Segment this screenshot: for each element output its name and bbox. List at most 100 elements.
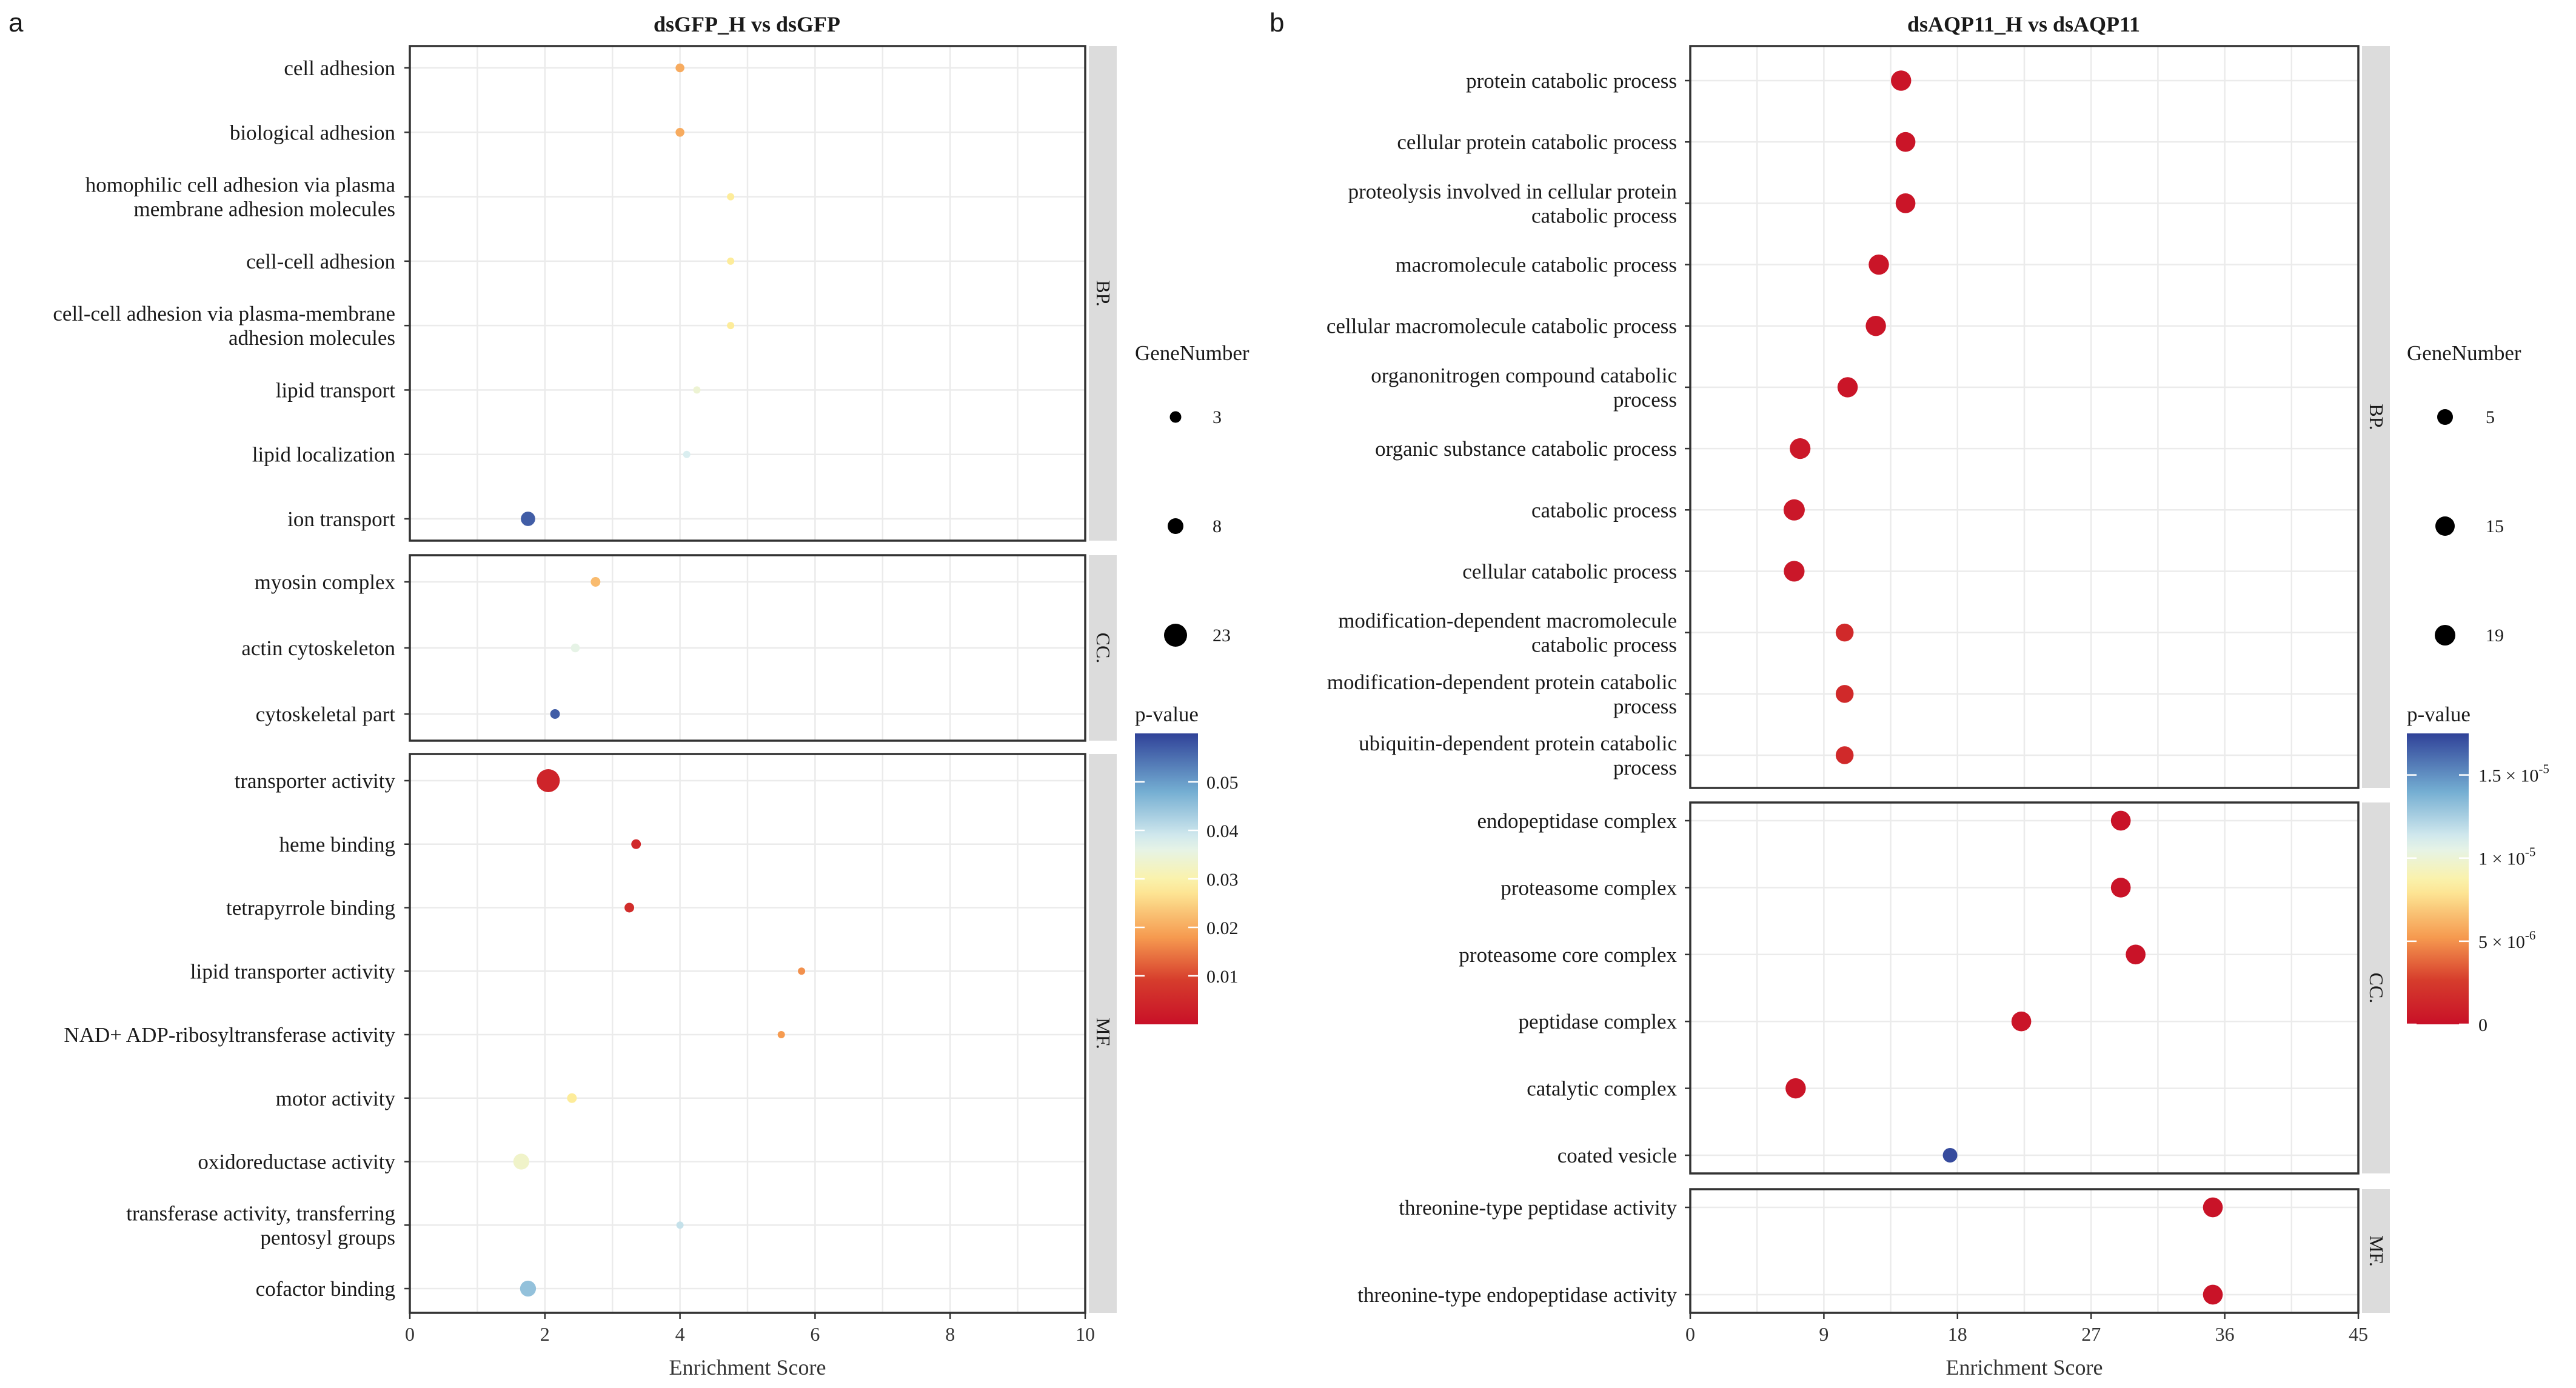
term-label: cellular protein catabolic process	[1397, 130, 1677, 154]
data-point	[1790, 438, 1811, 459]
facet-strip	[1089, 754, 1117, 1313]
term-label: modification-dependent protein catabolic	[1327, 670, 1677, 694]
data-point	[1865, 316, 1886, 336]
term-label: lipid localization	[252, 443, 395, 467]
color-legend-label: 0.04	[1206, 821, 1239, 841]
facet-strip-label: BP.	[1092, 280, 1114, 307]
data-point	[537, 769, 560, 792]
x-tick-label: 45	[2349, 1323, 2368, 1345]
data-point	[2110, 810, 2131, 831]
term-label: cellular catabolic process	[1462, 559, 1677, 583]
x-tick-label: 0	[405, 1323, 415, 1345]
term-label: process	[1613, 388, 1677, 412]
term-label: oxidoreductase activity	[198, 1150, 395, 1174]
data-point	[631, 839, 641, 849]
facet-strip-label: CC.	[2366, 973, 2387, 1004]
data-point	[1835, 746, 1854, 764]
color-legend-label: 5 × 10-6	[2478, 928, 2535, 952]
data-point	[2126, 944, 2146, 965]
term-label: catalytic complex	[1527, 1077, 1677, 1101]
data-point	[683, 450, 691, 458]
term-label: ubiquitin-dependent protein catabolic	[1359, 732, 1677, 755]
size-legend-label: 23	[1213, 626, 1231, 646]
term-label: myosin complex	[255, 570, 396, 594]
term-label: proteasome complex	[1500, 876, 1677, 899]
data-point	[1868, 254, 1889, 275]
data-point	[513, 1153, 529, 1170]
x-tick-label: 0	[1685, 1323, 1695, 1345]
data-point	[727, 193, 735, 201]
data-point	[1785, 1078, 1806, 1099]
term-label: lipid transporter activity	[190, 959, 396, 983]
term-label: threonine-type peptidase activity	[1399, 1196, 1677, 1220]
chart-title: dsGFP_H vs dsGFP	[654, 12, 840, 36]
term-label: threonine-type endopeptidase activity	[1357, 1283, 1677, 1307]
color-legend-label: 1 × 10-5	[2478, 845, 2535, 869]
term-label: cofactor binding	[256, 1277, 395, 1301]
facet-mf: threonine-type peptidase activity threoni…	[1357, 1188, 2390, 1314]
term-label: tetrapyrrole binding	[226, 896, 395, 920]
data-point	[550, 709, 560, 719]
data-point	[675, 127, 684, 137]
term-label: motor activity	[276, 1087, 396, 1110]
facet-strip-label: CC.	[1092, 633, 1114, 664]
term-label: heme binding	[279, 833, 396, 856]
size-legend-dot	[2437, 409, 2453, 425]
term-label: NAD+ ADP-ribosyltransferase activity	[64, 1023, 395, 1047]
facet-cc: endopeptidase complex proteasome complex p…	[1459, 801, 2390, 1175]
data-point	[1835, 623, 1854, 642]
term-label: macromolecule catabolic process	[1395, 253, 1677, 277]
facet-frame	[1689, 801, 2360, 1175]
data-point	[798, 967, 806, 975]
term-label: membrane adhesion molecules	[133, 198, 395, 221]
facet-cc: myosin complex actin cytoskeleton cytoskel…	[241, 554, 1117, 742]
term-label: catabolic process	[1531, 204, 1677, 227]
color-legend-title: p-value	[2407, 702, 2471, 726]
term-label: coated vesicle	[1557, 1144, 1677, 1167]
x-axis-title: Enrichment Score	[1946, 1355, 2103, 1380]
x-tick-label: 9	[1819, 1323, 1828, 1345]
facet-strip	[2362, 1189, 2390, 1313]
data-point	[2011, 1011, 2032, 1032]
facet-frame	[1689, 45, 2360, 789]
term-label: transferase activity, transferring	[126, 1201, 395, 1225]
size-legend-dot	[1168, 518, 1183, 534]
data-point	[1895, 193, 1916, 213]
x-tick-label: 8	[945, 1323, 955, 1345]
x-tick-label: 27	[2081, 1323, 2101, 1345]
data-point	[2203, 1284, 2223, 1305]
x-tick-label: 36	[2215, 1323, 2235, 1345]
size-legend-label: 19	[2486, 626, 2504, 646]
data-point	[727, 257, 735, 265]
color-legend-label-exponent: -5	[2538, 762, 2549, 776]
term-label: ion transport	[287, 507, 395, 531]
term-label: protein catabolic process	[1466, 69, 1677, 93]
size-legend-title: GeneNumber	[2407, 341, 2521, 365]
data-point	[1783, 499, 1805, 521]
facet-strip-label: MF.	[1092, 1018, 1114, 1049]
data-point	[590, 577, 601, 587]
data-point	[777, 1031, 785, 1038]
color-legend-label: 1.5 × 10-5	[2478, 762, 2549, 786]
data-point	[675, 63, 684, 73]
x-tick-label: 4	[675, 1323, 685, 1345]
term-label: pentosyl groups	[260, 1226, 395, 1249]
size-legend-label: 3	[1213, 407, 1222, 427]
color-legend-bar	[2407, 733, 2469, 1024]
x-tick-label: 10	[1076, 1323, 1095, 1345]
facet-strip-label: BP.	[2366, 404, 2387, 430]
term-label: cellular macromolecule catabolic process	[1326, 315, 1677, 338]
term-label: catabolic process	[1531, 633, 1677, 657]
color-legend-label: 0.01	[1206, 967, 1239, 987]
term-label: organic substance catabolic process	[1375, 437, 1677, 461]
term-label: proteasome core complex	[1459, 943, 1677, 967]
term-label: cell-cell adhesion via plasma-membrane	[53, 302, 395, 325]
term-label: organonitrogen compound catabolic	[1371, 364, 1677, 387]
term-label: actin cytoskeleton	[241, 636, 395, 660]
data-point	[1895, 132, 1916, 152]
facet-mf: transporter activity heme binding tetrapyr…	[64, 753, 1117, 1314]
color-legend-title: p-value	[1135, 702, 1199, 726]
size-legend-label: 8	[1213, 516, 1222, 536]
panel-letter: b	[1270, 8, 1284, 38]
